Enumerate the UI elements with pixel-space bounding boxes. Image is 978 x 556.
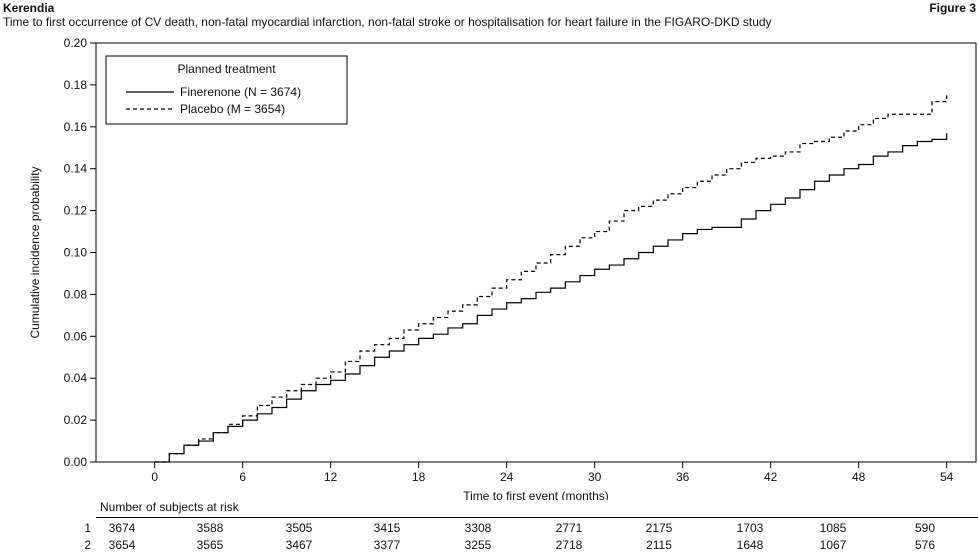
risk-cell: 2771 [555,521,583,535]
risk-cell: 3415 [373,521,401,535]
risk-row-label: 1 [84,521,91,535]
risk-row: 2 3654 3565 3467 3377 3255 2718 2115 164… [0,538,978,554]
x-tick-label: 12 [324,470,338,484]
incidence-chart: 0.00 0.02 0.04 0.06 0.08 0.10 0.12 0.14 0.16 0.18… [28,36,977,500]
risk-cell: 3654 [108,538,136,552]
risk-table-top-rule [96,517,978,518]
y-tick-label: 0.00 [64,455,88,469]
risk-cell: 2718 [555,538,583,552]
x-tick-label: 0 [151,470,158,484]
x-tick-label: 36 [676,470,690,484]
risk-cell: 2115 [646,538,672,552]
risk-cell: 590 [914,521,936,535]
y-tick-label: 0.18 [64,78,88,92]
x-tick-label: 30 [588,470,602,484]
y-tick-label: 0.04 [64,371,88,385]
risk-cell: 1085 [819,521,847,535]
x-tick-label: 42 [764,470,778,484]
risk-cell: 3255 [464,538,492,552]
risk-row-label: 2 [84,538,91,552]
y-tick-label: 0.06 [64,329,88,343]
legend-title: Planned treatment [177,62,276,76]
risk-cell: 3674 [108,521,136,535]
x-tick-label: 54 [940,470,954,484]
risk-cell: 3308 [464,521,492,535]
series-line [154,95,948,463]
series-line [154,133,948,463]
risk-cell: 3565 [196,538,224,552]
y-tick-label: 0.16 [64,120,88,134]
y-tick-label: 0.10 [64,246,88,260]
y-axis-label: Cumulative incidence probability [28,166,42,338]
y-tick-label: 0.20 [64,36,88,50]
risk-table-title: Number of subjects at risk [100,500,239,514]
brand-name: Kerendia [3,1,55,15]
risk-cell: 576 [914,538,936,552]
risk-cell: 3467 [285,538,313,552]
y-tick-label: 0.14 [64,162,88,176]
legend-label: Finerenone (N = 3674) [180,85,301,99]
x-axis-label: Time to first event (months) [463,489,609,500]
y-tick-label: 0.02 [64,413,88,427]
x-tick-label: 24 [500,470,514,484]
x-tick-label: 6 [239,470,246,484]
risk-cell: 1067 [819,538,847,552]
risk-cell: 1703 [736,521,764,535]
risk-cell: 1648 [736,538,764,552]
legend-box [105,55,348,125]
x-tick-label: 48 [852,470,866,484]
y-tick-label: 0.12 [64,204,88,218]
figure-label: Figure 3 [929,1,976,15]
risk-cell: 3377 [373,538,401,552]
risk-cell: 3588 [196,521,224,535]
risk-cell: 2175 [645,521,673,535]
legend-label: Placebo (M = 3654) [180,102,285,116]
y-tick-label: 0.08 [64,287,88,301]
risk-row: 1 3674 3588 3505 3415 3308 2771 2175 170… [0,521,978,537]
risk-cell: 3505 [285,521,313,535]
chart-subtitle: Time to first occurrence of CV death, no… [3,15,772,29]
x-tick-label: 18 [412,470,426,484]
